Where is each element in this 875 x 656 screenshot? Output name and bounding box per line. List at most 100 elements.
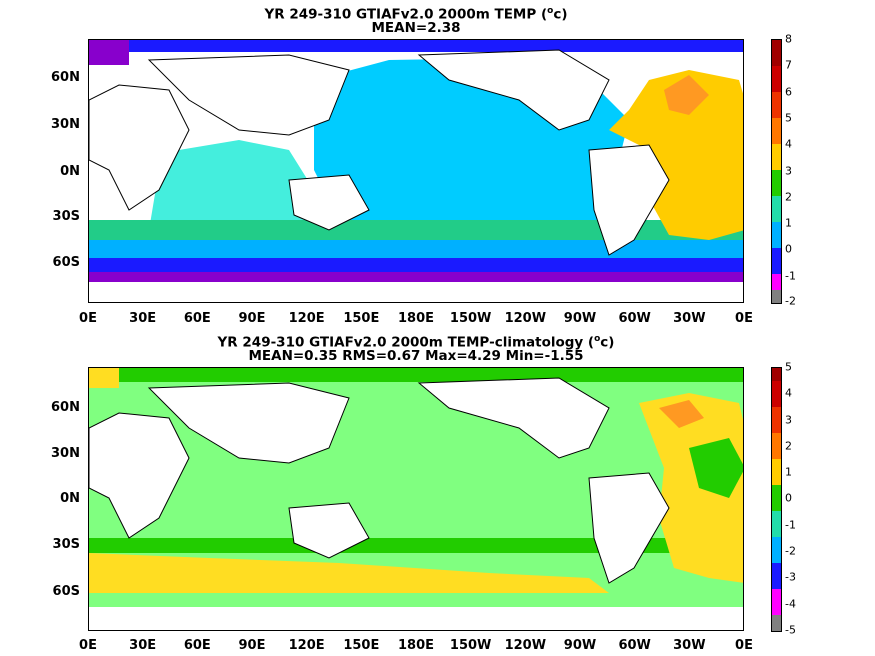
lon-label: 0E <box>79 311 97 326</box>
atlantic-region <box>609 70 743 240</box>
cb2-c6 <box>772 511 781 537</box>
lon-label: 150W <box>449 638 492 653</box>
lon-label: 60W <box>618 311 651 326</box>
cb1-label-4: 4 <box>785 137 792 151</box>
cb2-c4 <box>772 459 781 485</box>
lon-label: 0E <box>735 638 753 653</box>
cb2-label-1: 4 <box>785 386 792 400</box>
southern-green <box>89 538 743 553</box>
cb1-label-6: 2 <box>785 190 792 204</box>
lon-label: 90E <box>238 311 266 326</box>
lat-label-0n: 0N <box>60 164 80 179</box>
lon-label: 120E <box>288 311 325 326</box>
cb2-label-2: 3 <box>785 413 792 427</box>
bottom-colorbar <box>771 367 782 632</box>
lon-label: 150E <box>343 638 380 653</box>
cb2-label-7: -2 <box>785 544 796 558</box>
cb1-c1 <box>772 66 781 92</box>
cb1-c2 <box>772 92 781 118</box>
north-america-land <box>417 377 610 459</box>
cb2-c7 <box>772 537 781 563</box>
cb1-label-7: 1 <box>785 216 792 230</box>
cb2-label-9: -4 <box>785 597 796 611</box>
southern-deep-band <box>89 258 743 272</box>
bottom-panel-title: YR 249-310 GTIAFv2.0 2000m TEMP-climatol… <box>88 331 744 351</box>
cb1-c4 <box>772 144 781 170</box>
atlantic-orange <box>664 75 709 115</box>
cb1-label-5: 3 <box>785 164 792 178</box>
north-america-land <box>417 49 610 131</box>
lon-label: 30W <box>673 311 706 326</box>
lon-label: 0E <box>79 638 97 653</box>
title-unit: c) <box>553 6 568 23</box>
cb1-c7 <box>772 222 781 248</box>
lon-label: 120E <box>288 638 325 653</box>
australia-land <box>288 174 370 231</box>
cb2-c0 <box>772 368 781 381</box>
africa-land <box>89 412 190 539</box>
lat-label-30n: 30N <box>51 446 80 461</box>
lon-label: 180E <box>397 311 435 326</box>
lat-label-30s: 30S <box>52 537 80 552</box>
top-map-svg <box>89 40 743 302</box>
cb2-label-4: 1 <box>785 465 792 479</box>
cb1-c6 <box>772 196 781 222</box>
lon-label: 180E <box>397 638 435 653</box>
cb2-c9 <box>772 589 781 615</box>
australia-land <box>288 502 370 559</box>
cb2-label-6: -1 <box>785 518 796 532</box>
lon-label: 90W <box>563 311 597 326</box>
cb1-label-2: 6 <box>785 85 792 99</box>
lon-label: 0E <box>735 311 753 326</box>
indian-region <box>149 140 339 240</box>
cb2-label-3: 2 <box>785 439 792 453</box>
lon-label: 120W <box>504 311 547 326</box>
top-colorbar <box>771 39 782 304</box>
cb1-label-8: 0 <box>785 242 792 256</box>
lon-label: 60E <box>183 638 211 653</box>
cb2-c8 <box>772 563 781 589</box>
arctic-strip <box>89 40 743 52</box>
arctic-green <box>89 368 743 382</box>
lon-label: 30W <box>673 638 706 653</box>
lon-label: 150W <box>449 311 492 326</box>
lon-label: 30E <box>129 638 157 653</box>
lat-label-60n: 60N <box>51 400 80 415</box>
title-unit: c) <box>600 334 615 351</box>
lon-label: 150E <box>343 311 380 326</box>
top-panel-stats: MEAN=2.38 <box>371 20 461 36</box>
lat-label-60s: 60S <box>52 584 80 599</box>
cb2-c10 <box>772 615 781 631</box>
degree-sup: o <box>547 6 554 16</box>
lat-label-60n: 60N <box>51 70 80 85</box>
antarctic-band <box>89 272 743 282</box>
cb1-c3 <box>772 118 781 144</box>
cb1-c5 <box>772 170 781 196</box>
lon-label: 30E <box>129 311 157 326</box>
lat-label-0n: 0N <box>60 491 80 506</box>
cb1-label-1: 7 <box>785 58 792 72</box>
bottom-map-svg <box>89 368 743 630</box>
atlantic-anomaly <box>639 393 743 583</box>
top-panel-title: YR 249-310 GTIAFv2.0 2000m TEMP (oc) <box>88 3 744 23</box>
atlantic-green-patch <box>689 438 743 498</box>
africa-land <box>89 84 190 211</box>
title-text: YR 249-310 GTIAFv2.0 2000m TEMP ( <box>264 6 548 23</box>
lon-label: 90E <box>238 638 266 653</box>
cb2-c1 <box>772 381 781 407</box>
cb2-label-5: 0 <box>785 491 792 505</box>
southern-yellow <box>89 553 609 593</box>
lon-label: 120W <box>504 638 547 653</box>
cb2-label-10: -5 <box>785 623 796 637</box>
lat-label-60s: 60S <box>52 255 80 270</box>
cb1-c10 <box>772 290 781 303</box>
cb1-c9 <box>772 274 781 290</box>
cb2-c2 <box>772 407 781 433</box>
title-text: YR 249-310 GTIAFv2.0 2000m TEMP-climatol… <box>217 334 595 351</box>
lat-label-30s: 30S <box>52 209 80 224</box>
cb2-c5 <box>772 485 781 511</box>
lon-label: 60E <box>183 311 211 326</box>
southern-blue-band <box>89 240 743 258</box>
south-america-land <box>588 144 670 256</box>
degree-sup: o <box>594 334 601 344</box>
